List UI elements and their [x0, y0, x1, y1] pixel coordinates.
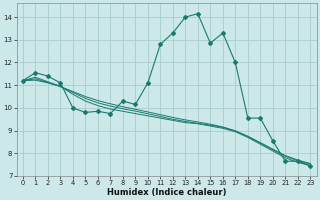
X-axis label: Humidex (Indice chaleur): Humidex (Indice chaleur) — [107, 188, 226, 197]
